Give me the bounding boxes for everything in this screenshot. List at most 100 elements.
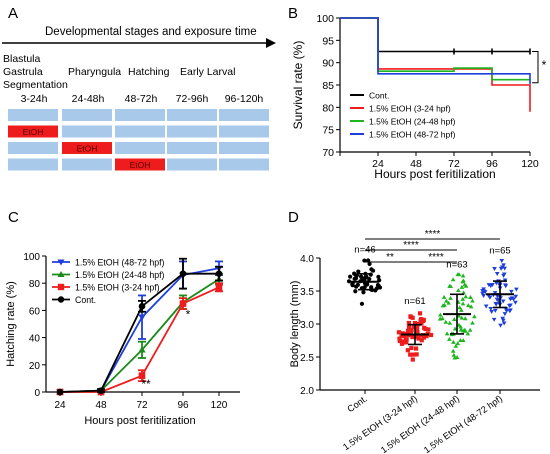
measurement-point bbox=[472, 314, 477, 319]
measurement-point bbox=[444, 298, 449, 303]
measurement-point bbox=[408, 352, 413, 357]
measurement-point bbox=[397, 336, 402, 341]
measurement-point bbox=[470, 320, 475, 325]
measurement-point bbox=[503, 307, 509, 312]
legend-marker bbox=[57, 259, 65, 266]
panel-a: A Developmental stages and exposure time… bbox=[2, 5, 276, 171]
measurement-point bbox=[447, 320, 453, 325]
measurement-point bbox=[373, 288, 378, 293]
measurement-point bbox=[455, 341, 461, 346]
measurement-point bbox=[470, 298, 475, 303]
measurement-point bbox=[501, 273, 506, 278]
stage-cell bbox=[219, 125, 269, 138]
data-point bbox=[215, 283, 223, 291]
measurement-point bbox=[361, 290, 366, 295]
data-point bbox=[138, 303, 146, 310]
survival-significance: * bbox=[542, 58, 547, 72]
measurement-point bbox=[411, 352, 416, 357]
measurement-point bbox=[513, 294, 519, 299]
survival-line bbox=[340, 17, 531, 85]
y-tick-label: 95 bbox=[322, 35, 334, 47]
measurement-point bbox=[443, 319, 449, 324]
legend-label: Cont. bbox=[75, 295, 96, 305]
stage-cell bbox=[167, 125, 217, 138]
measurement-point bbox=[507, 309, 513, 314]
hatching-legend: 1.5% EtOH (48-72 hpf) 1.5% EtOH (24-48 hp… bbox=[52, 258, 165, 305]
measurement-point bbox=[346, 279, 352, 284]
stage-cell bbox=[8, 158, 58, 171]
survival-axes: 70 75 80 85 90 95 100 24 48 72 96 120 bbox=[316, 13, 538, 170]
measurement-point bbox=[491, 317, 497, 322]
measurement-point bbox=[456, 272, 462, 277]
measurement-point bbox=[369, 267, 374, 272]
y-tick-label: 60 bbox=[29, 306, 41, 317]
measurement-point bbox=[412, 320, 418, 326]
measurement-point bbox=[367, 276, 372, 282]
measurement-point bbox=[450, 348, 456, 353]
data-point bbox=[97, 387, 105, 394]
measurement-point bbox=[459, 284, 465, 289]
measurement-point bbox=[494, 281, 499, 286]
measurement-point bbox=[480, 291, 485, 296]
stage-gastrula: Gastrula bbox=[3, 66, 43, 78]
group-n-label: n=61 bbox=[404, 296, 425, 307]
measurement-point bbox=[350, 282, 355, 288]
hatching-significance-96: * bbox=[186, 308, 191, 322]
measurement-point bbox=[415, 326, 420, 331]
interval-label: 72-96h bbox=[176, 93, 209, 105]
x-tick-label: 96 bbox=[486, 158, 498, 170]
stage-cell bbox=[219, 158, 269, 171]
survival-legend: Cont. 1.5% EtOH (3-24 hpf) 1.5% EtOH (24-4… bbox=[350, 91, 456, 140]
measurement-point bbox=[514, 287, 519, 292]
measurement-point bbox=[376, 274, 381, 279]
measurement-point bbox=[405, 348, 410, 353]
legend-label: Cont. bbox=[369, 91, 389, 101]
group-n-label: n=65 bbox=[489, 246, 510, 257]
measurement-point bbox=[500, 299, 506, 304]
measurement-point bbox=[365, 282, 370, 287]
measurement-point bbox=[448, 295, 453, 300]
measurement-point bbox=[409, 328, 414, 333]
survival-line bbox=[340, 17, 530, 53]
hatching-significance-72: ** bbox=[141, 377, 151, 391]
significance-label: ** bbox=[386, 252, 394, 263]
stage-cell bbox=[167, 158, 217, 171]
measurement-point bbox=[456, 288, 461, 293]
measurement-point bbox=[460, 273, 466, 278]
measurement-point bbox=[444, 331, 450, 336]
measurement-point bbox=[490, 283, 495, 288]
measurement-point bbox=[366, 258, 371, 263]
measurement-point bbox=[438, 312, 443, 317]
body-length-y-label: Body length (mm) bbox=[289, 281, 301, 368]
measurement-point bbox=[405, 328, 411, 333]
y-tick-label: 20 bbox=[29, 361, 41, 372]
significance-brackets: ********** **** bbox=[365, 229, 500, 263]
survival-line bbox=[340, 17, 530, 81]
measurement-point bbox=[486, 283, 492, 288]
y-tick-label: 85 bbox=[322, 80, 334, 92]
stage-blastula: Blastula bbox=[3, 53, 41, 65]
measurement-point bbox=[488, 306, 494, 311]
stage-cell bbox=[167, 109, 217, 121]
panel-a-letter: A bbox=[8, 5, 18, 22]
measurement-point bbox=[359, 301, 365, 306]
survival-x-label: Hours post feritilization bbox=[374, 167, 495, 181]
measurement-point bbox=[493, 302, 499, 307]
stage-cell bbox=[115, 109, 165, 121]
measurement-point bbox=[451, 352, 457, 357]
hatching-axes: 0 20 40 60 80 100 24 48 72 96 120 bbox=[23, 252, 240, 411]
x-tick-label: 120 bbox=[521, 158, 539, 170]
x-tick-label: 48 bbox=[95, 400, 107, 411]
measurement-point bbox=[446, 300, 451, 305]
measurement-point bbox=[422, 325, 427, 330]
etoh-exposure-cell bbox=[62, 142, 112, 154]
measurement-point bbox=[353, 289, 358, 294]
significance-label: **** bbox=[428, 252, 444, 263]
measurement-point bbox=[462, 282, 468, 287]
panel-d-letter: D bbox=[288, 209, 299, 226]
interval-label: 96-120h bbox=[225, 93, 264, 105]
measurement-point bbox=[447, 336, 452, 341]
etoh-label: EtOH bbox=[130, 160, 151, 170]
measurement-point bbox=[360, 276, 365, 281]
measurement-point bbox=[502, 312, 508, 317]
